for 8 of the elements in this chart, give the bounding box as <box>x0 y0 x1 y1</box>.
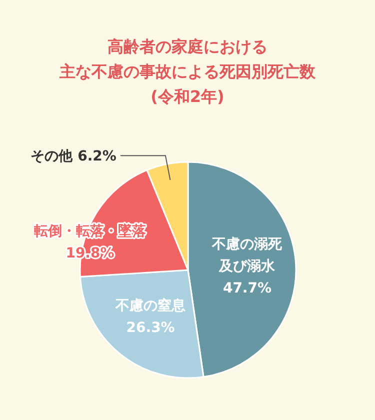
text: (令和2年) <box>150 87 224 106</box>
slice-label: その他 6.2% <box>30 148 116 165</box>
chart-subtitle: 主な不慮の事故による死因別死亡数 <box>58 62 316 81</box>
chart-title: 高齢者の家庭における <box>108 37 268 56</box>
slice-label: 不慮の溺死及び溺水 <box>211 236 284 275</box>
data-label: 47.7% <box>222 280 272 297</box>
slice-label: 不慮の窒息 <box>114 297 187 314</box>
data-label: 26.3% <box>126 320 175 336</box>
